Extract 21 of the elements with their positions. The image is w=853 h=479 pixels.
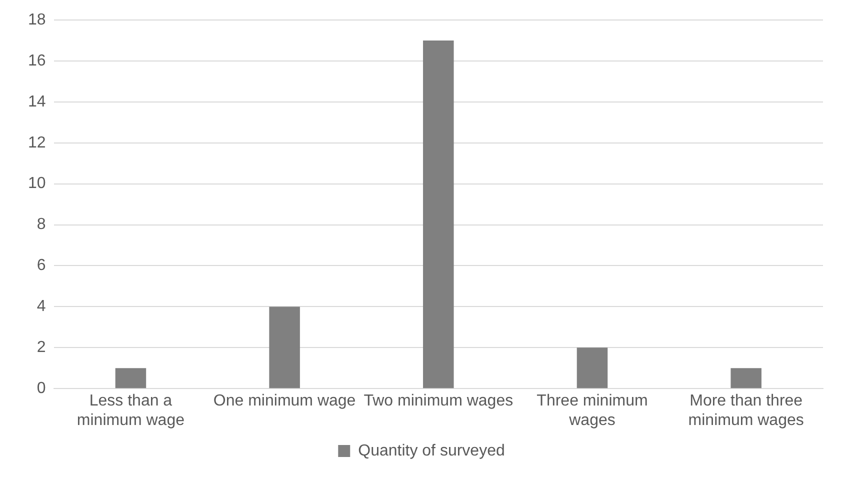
y-tick-label: 12 xyxy=(28,134,46,152)
x-tick-label: Less than a minimum wage xyxy=(76,392,185,429)
y-tick-label: 18 xyxy=(28,11,46,28)
x-tick-label: Two minimum wages xyxy=(364,392,514,410)
bar xyxy=(576,348,608,388)
y-tick-label: 10 xyxy=(28,175,46,192)
x-tick-label: One minimum wage xyxy=(213,392,356,410)
y-tick-label: 14 xyxy=(28,93,46,110)
y-tick-label: 16 xyxy=(28,52,46,70)
y-tick-label: 2 xyxy=(36,339,46,356)
y-tick-label: 6 xyxy=(36,257,46,274)
bar xyxy=(423,40,454,388)
y-tick-label: 0 xyxy=(36,380,46,398)
bar xyxy=(269,306,300,388)
x-tick-label: More than three minimum wages xyxy=(688,392,804,429)
y-tick-label: 4 xyxy=(36,298,46,316)
y-tick-label: 8 xyxy=(36,216,46,234)
bar xyxy=(115,368,146,388)
legend-label: Quantity of surveyed xyxy=(358,442,505,460)
bar xyxy=(730,368,762,388)
x-tick-label: Three minimum wages xyxy=(536,392,648,429)
